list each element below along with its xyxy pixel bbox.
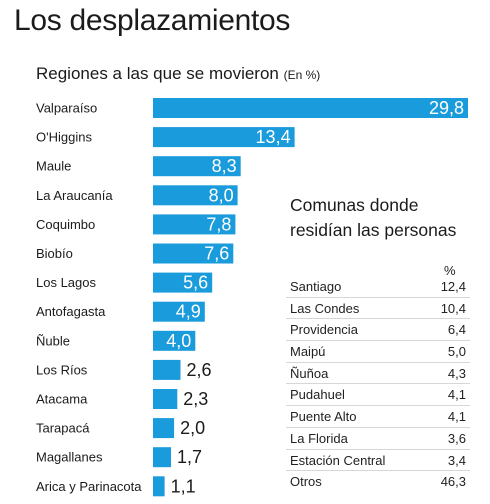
comuna-value: 12,4 xyxy=(440,279,466,294)
category-label: Arica y Parinacota xyxy=(36,479,142,494)
comuna-value: 5,0 xyxy=(447,344,466,360)
category-label: Atacama xyxy=(36,392,88,407)
category-label: Maule xyxy=(36,159,71,174)
bar xyxy=(153,447,171,468)
category-label: Los Ríos xyxy=(36,362,88,377)
comuna-name: Las Condes xyxy=(290,300,360,316)
chart-unit: (En %) xyxy=(283,68,321,82)
inset-title-line1: Comunas donde xyxy=(290,195,419,215)
value-label: 8,3 xyxy=(212,156,237,176)
inset-title: Comunas donde residían las personas xyxy=(290,193,456,243)
table-row: Santiago 12,4 xyxy=(286,276,470,298)
value-label: 13,4 xyxy=(256,127,291,147)
bar xyxy=(153,272,213,293)
chart-subtitle: Regiones a las que se movieron (En %) xyxy=(36,64,320,84)
comuna-value: 4,1 xyxy=(447,409,466,425)
table-row: Providencia 6,4 xyxy=(286,319,470,342)
value-label: 4,9 xyxy=(176,302,201,322)
value-label: 29,8 xyxy=(429,98,464,118)
value-label: 7,6 xyxy=(204,244,229,264)
table-row: Maipú 5,0 xyxy=(286,341,470,363)
comuna-value: 3,4 xyxy=(447,452,466,468)
comuna-value: 10,4 xyxy=(440,300,466,316)
table-row: Puente Alto 4,1 xyxy=(286,406,470,428)
bar xyxy=(153,476,165,497)
comuna-value: 3,6 xyxy=(447,430,466,446)
bar xyxy=(153,418,175,439)
bar xyxy=(153,127,295,148)
value-label: 7,8 xyxy=(206,214,231,234)
table-row: Ñuñoa 4,3 xyxy=(286,363,470,385)
page-title: Los desplazamientos xyxy=(14,4,291,37)
bar xyxy=(153,359,181,380)
category-label: Magallanes xyxy=(36,450,103,465)
table-row: Las Condes 10,4 xyxy=(286,298,470,320)
value-label: 1,1 xyxy=(171,476,196,496)
table-row: La Florida 3,6 xyxy=(286,428,470,450)
bar xyxy=(153,214,236,235)
comuna-name: Otros xyxy=(290,474,322,490)
comuna-name: Puente Alto xyxy=(290,409,357,425)
comuna-name: Ñuñoa xyxy=(290,365,329,381)
chart-subtitle-text: Regiones a las que se movieron xyxy=(36,64,279,83)
table-row: Pudahuel 4,1 xyxy=(286,384,470,407)
comuna-value: 46,3 xyxy=(440,474,466,490)
category-label: Coquimbo xyxy=(36,217,95,232)
value-label: 8,0 xyxy=(209,185,234,205)
value-label: 1,7 xyxy=(177,447,202,467)
bar xyxy=(153,185,238,206)
inset-title-line2: residían las personas xyxy=(290,220,457,240)
category-label: Antofagasta xyxy=(36,304,106,319)
comuna-name: La Florida xyxy=(290,430,348,446)
bar xyxy=(153,243,234,264)
category-label: Tarapacá xyxy=(36,421,90,436)
category-label: Ñuble xyxy=(36,333,70,348)
bar xyxy=(153,389,178,409)
bar xyxy=(153,330,196,351)
category-label: Biobío xyxy=(36,246,73,261)
value-label: 4,0 xyxy=(166,331,191,351)
bar xyxy=(153,301,205,322)
comuna-value: 4,3 xyxy=(447,365,466,381)
comuna-name: Pudahuel xyxy=(290,387,345,403)
table-row: Otros 46,3 xyxy=(286,471,470,493)
comuna-name: Estación Central xyxy=(290,452,386,468)
comuna-value: 4,1 xyxy=(447,387,466,403)
category-label: Los Lagos xyxy=(36,275,96,290)
comunas-table: Santiago 12,4 Las Condes 10,4 Providencia 6,4… xyxy=(286,276,470,493)
bar xyxy=(153,156,241,177)
category-label: Valparaíso xyxy=(36,101,97,116)
bar xyxy=(153,98,468,118)
comuna-value: 6,4 xyxy=(447,322,466,338)
value-label: 2,3 xyxy=(183,389,208,409)
value-label: 2,0 xyxy=(180,418,205,438)
inset-column-header: % xyxy=(444,263,456,278)
category-label: O'Higgins xyxy=(36,130,92,145)
table-row: Estación Central 3,4 xyxy=(286,450,470,472)
value-label: 2,6 xyxy=(187,360,212,380)
category-label: La Araucanía xyxy=(36,188,113,203)
comuna-name: Providencia xyxy=(290,322,358,338)
value-label: 5,6 xyxy=(183,273,208,293)
comuna-name: Santiago xyxy=(290,279,342,294)
comuna-name: Maipú xyxy=(290,344,326,360)
